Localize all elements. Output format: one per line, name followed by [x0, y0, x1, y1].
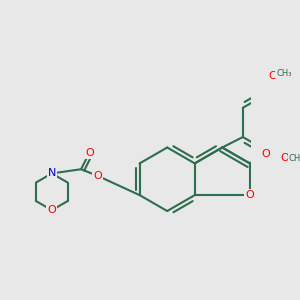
- Text: O: O: [280, 153, 289, 164]
- Text: CH₃: CH₃: [289, 154, 300, 163]
- Text: O: O: [47, 205, 56, 215]
- Text: O: O: [85, 148, 94, 158]
- Text: O: O: [268, 71, 277, 81]
- Text: CH₃: CH₃: [276, 69, 292, 78]
- Text: O: O: [93, 171, 102, 181]
- Text: O: O: [262, 149, 271, 159]
- Text: N: N: [48, 168, 56, 178]
- Text: O: O: [245, 190, 254, 200]
